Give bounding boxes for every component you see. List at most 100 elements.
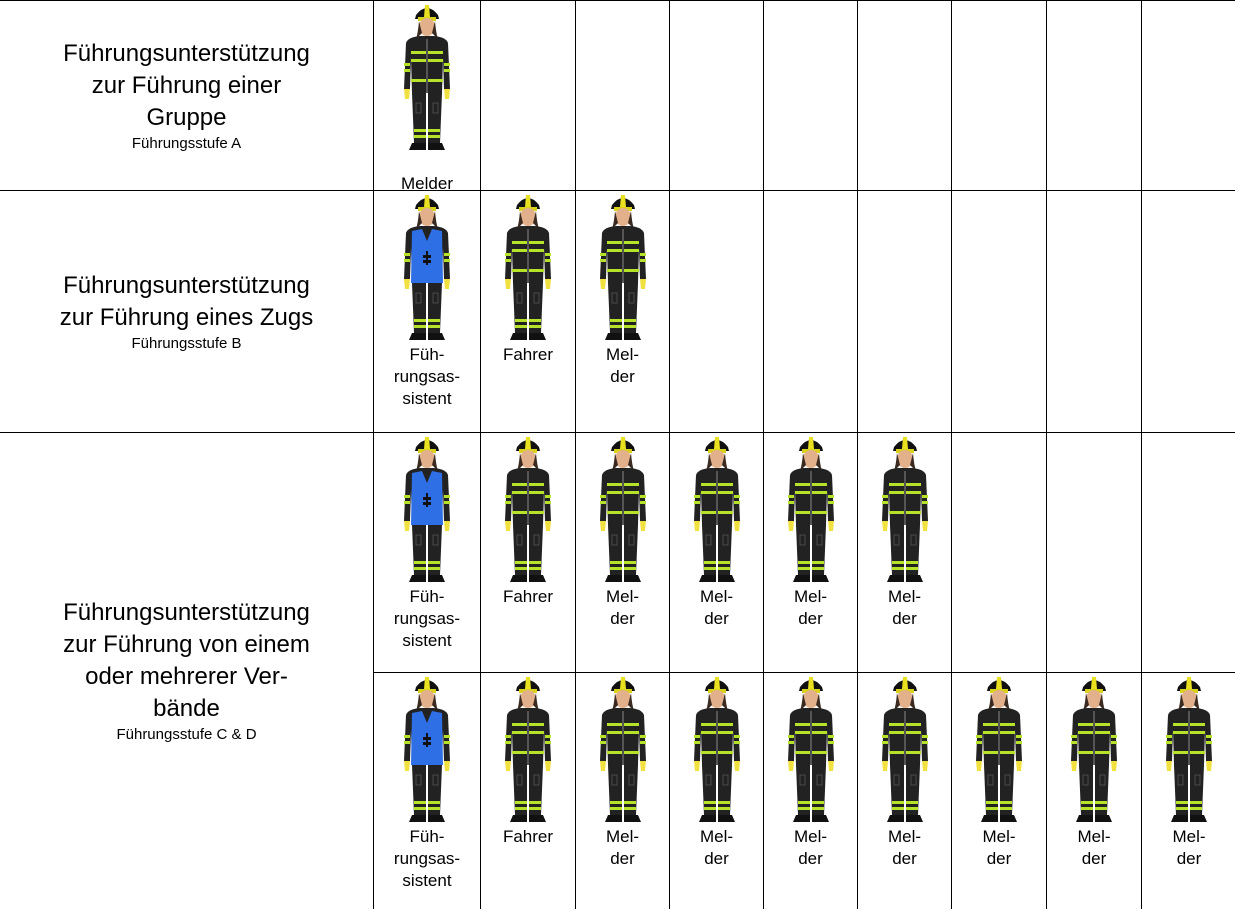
text-line: der: [610, 849, 635, 868]
firefighter-figure: [693, 437, 740, 582]
role-cell: Fahrer: [480, 672, 575, 909]
role-cell: [669, 0, 763, 190]
role-caption: Mel-der: [576, 344, 669, 388]
role-cell: [1046, 190, 1141, 432]
text-line: der: [892, 849, 917, 868]
text-line: Mel-: [887, 827, 922, 846]
role-cell: [763, 190, 857, 432]
role-caption: Mel-der: [670, 826, 763, 870]
text-line: der: [1176, 849, 1202, 868]
role-cell: [951, 0, 1046, 190]
text-line: Fahrer: [502, 345, 554, 364]
text-line: der: [610, 367, 635, 386]
firefighter-figure: [599, 437, 646, 582]
group-title: Führungsunterstützung zur Führung von ein…: [63, 597, 310, 725]
role-cell: [951, 190, 1046, 432]
role-caption: Füh-rungsas-sistent: [374, 586, 480, 652]
role-cell: Mel-der: [1046, 672, 1141, 909]
text-line: der: [986, 849, 1012, 868]
role-cell: [1046, 432, 1141, 672]
role-cell: Mel-der: [575, 672, 669, 909]
text-line: Mel-: [793, 587, 828, 606]
role-cell: Mel-der: [669, 672, 763, 909]
role-cell: Mel-der: [951, 672, 1046, 909]
firefighter-figure: [505, 437, 551, 582]
role-cell: [951, 432, 1046, 672]
role-caption: Mel-der: [952, 826, 1046, 870]
text-line: sistent: [402, 871, 452, 890]
role-caption: Fahrer: [481, 826, 575, 848]
role-cell: Melder: [373, 0, 480, 193]
firefighter-figure: [693, 677, 740, 822]
text-line: Mel-: [699, 827, 734, 846]
role-cell: [857, 190, 951, 432]
firefighter-figure: [881, 677, 928, 822]
group-title: Führungsunterstützung zur Führung einer Gr…: [63, 38, 310, 134]
firefighter-figure: [404, 5, 450, 150]
text-line: der: [798, 609, 823, 628]
text-line: Mel-: [605, 587, 640, 606]
text-line: rungsas-: [393, 849, 461, 868]
role-cell: [763, 0, 857, 190]
text-line: Mel-: [605, 345, 640, 364]
role-cell: [480, 0, 575, 190]
firefighter-figure: [505, 677, 551, 822]
text-line: der: [704, 849, 729, 868]
firefighter-figure: [787, 437, 834, 582]
role-cell: [575, 0, 669, 190]
text-line: der: [798, 849, 823, 868]
role-caption: Fahrer: [481, 344, 575, 366]
text-line: Mel-: [699, 587, 734, 606]
role-cell: [1141, 0, 1235, 190]
text-line: Mel-: [793, 827, 828, 846]
role-cell: [1141, 190, 1235, 432]
text-line: der: [704, 609, 729, 628]
role-cell: Mel-der: [857, 432, 951, 672]
group-subtitle: Führungsstufe A: [131, 134, 242, 152]
firefighter-figure: [599, 677, 646, 822]
group-subtitle: Führungsstufe C & D: [116, 726, 257, 743]
group-header: Führungsunterstützung zur Führung von ein…: [0, 432, 373, 909]
group-header: Führungsunterstützung zur Führung einer Gr…: [0, 0, 373, 190]
role-cell: [1046, 0, 1141, 190]
role-cell: Füh-rungsas-sistent: [373, 432, 480, 672]
firefighter-figure: [404, 195, 450, 340]
role-caption: Fahrer: [481, 586, 575, 608]
text-line: rungsas-: [393, 609, 461, 628]
role-caption: Mel-der: [670, 586, 763, 630]
text-line: Füh-: [409, 827, 445, 846]
role-cell: Mel-der: [763, 432, 857, 672]
text-line: oder mehrerer Ver-: [85, 663, 288, 690]
role-cell: Mel-der: [575, 432, 669, 672]
role-cell: [669, 190, 763, 432]
role-cell: [857, 0, 951, 190]
role-cell: Fahrer: [480, 432, 575, 672]
group-subtitle: Führungsstufe B: [131, 334, 242, 352]
role-caption: Melder: [374, 173, 480, 195]
firefighter-figure: [1166, 677, 1212, 822]
text-line: Mel-: [887, 587, 922, 606]
text-line: Füh-: [409, 345, 445, 364]
firefighter-figure: [976, 677, 1022, 822]
text-line: rungsas-: [393, 367, 461, 386]
text-line: zur Führung von einem: [63, 631, 310, 658]
text-line: Führungsunterstützung: [63, 599, 310, 626]
role-caption: Mel-der: [858, 586, 951, 630]
text-line: der: [610, 609, 635, 628]
role-cell: [1141, 432, 1235, 672]
text-line: zur Führung eines Zugs: [59, 303, 314, 331]
text-line: sistent: [402, 389, 452, 408]
role-caption: Mel-der: [576, 586, 669, 630]
group-title: Führungsunterstützung zur Führung eines Z…: [60, 270, 313, 334]
firefighter-figure: [404, 437, 450, 582]
group-header: Führungsunterstützung zur Führung eines Z…: [0, 190, 373, 432]
role-cell: Mel-der: [575, 190, 669, 432]
text-line: zur Führung einer: [91, 71, 282, 99]
text-line: der: [892, 609, 917, 628]
firefighter-figure: [787, 677, 834, 822]
text-line: Mel-: [1077, 827, 1111, 846]
text-line: Füh-: [409, 587, 445, 606]
text-line: Mel-: [982, 827, 1016, 846]
role-cell: Mel-der: [669, 432, 763, 672]
